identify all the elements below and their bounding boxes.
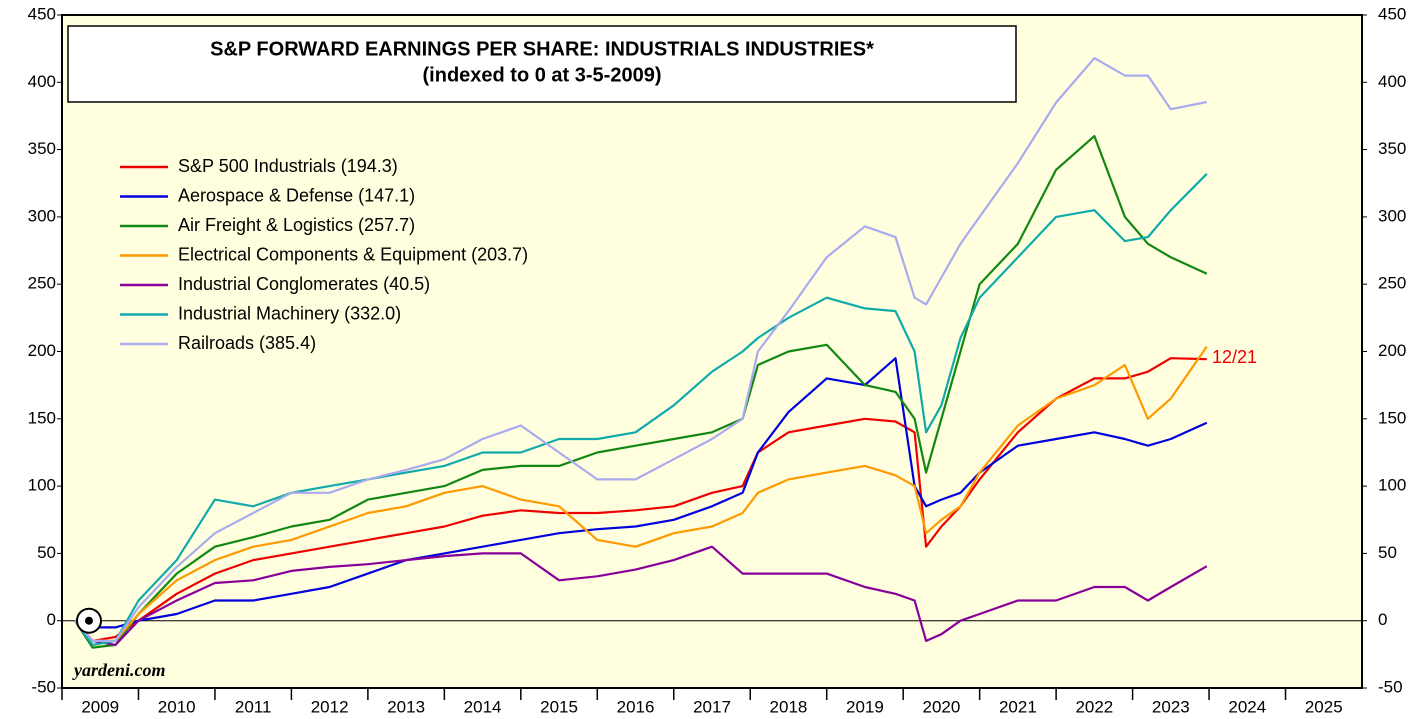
x-tick-label: 2015 (540, 697, 578, 716)
y-tick-label: 0 (47, 610, 56, 629)
series-line (74, 135, 1208, 649)
y2-tick-label: 0 (1378, 610, 1387, 629)
series-line (74, 357, 1207, 642)
date-annotation: 12/21 (1212, 347, 1257, 367)
title-box (67, 25, 1017, 103)
legend-label: Electrical Components & Equipment (203.7… (178, 244, 528, 264)
x-tick-label: 2018 (770, 697, 808, 716)
legend-label: S&P 500 Industrials (194.3) (178, 156, 398, 176)
x-tick-label: 2010 (158, 697, 196, 716)
y-tick-label: 50 (37, 543, 56, 562)
x-tick-label: 2017 (693, 697, 731, 716)
x-tick-label: 2012 (311, 697, 349, 716)
x-tick-label: 2022 (1075, 697, 1113, 716)
y-tick-label: 200 (28, 341, 56, 360)
y2-tick-label: 250 (1378, 274, 1406, 293)
x-tick-label: 2020 (922, 697, 960, 716)
y2-tick-label: 100 (1378, 476, 1406, 495)
y2-tick-label: 150 (1378, 408, 1406, 427)
chart-subtitle: (indexed to 0 at 3-5-2009) (423, 64, 662, 86)
x-tick-label: 2025 (1305, 697, 1343, 716)
y2-tick-label: 50 (1378, 543, 1397, 562)
y-tick-label: 100 (28, 476, 56, 495)
legend-label: Industrial Machinery (332.0) (178, 303, 401, 323)
y2-tick-label: 450 (1378, 4, 1406, 23)
y-tick-label: -50 (31, 677, 56, 696)
source: yardeni.com (72, 660, 166, 680)
legend-label: Air Freight & Logistics (257.7) (178, 215, 415, 235)
x-tick-label: 2023 (1152, 697, 1190, 716)
y-tick-label: 350 (28, 139, 56, 158)
y-tick-label: 250 (28, 274, 56, 293)
plot-area (61, 14, 1363, 689)
x-tick-label: 2019 (846, 697, 884, 716)
y-tick-label: 400 (28, 72, 56, 91)
x-tick-label: 2013 (387, 697, 425, 716)
series-line (74, 173, 1208, 646)
y-tick-label: 450 (28, 4, 56, 23)
x-tick-label: 2021 (999, 697, 1037, 716)
series-line (74, 345, 1208, 642)
x-tick-label: 2024 (1228, 697, 1266, 716)
y2-tick-label: 300 (1378, 206, 1406, 225)
x-tick-label: 2014 (464, 697, 502, 716)
series-line (74, 57, 1208, 642)
y2-tick-label: -50 (1378, 677, 1403, 696)
legend-label: Railroads (385.4) (178, 333, 316, 353)
y-tick-label: 150 (28, 408, 56, 427)
legend-label: Aerospace & Defense (147.1) (178, 185, 415, 205)
x-tick-label: 2011 (235, 697, 272, 716)
series-line (74, 545, 1208, 646)
x-tick-label: 2009 (81, 697, 119, 716)
y2-tick-label: 400 (1378, 72, 1406, 91)
legend-label: Industrial Conglomerates (40.5) (178, 274, 430, 294)
origin-dot (85, 616, 93, 625)
y-tick-label: 300 (28, 206, 56, 225)
chart-title: S&P FORWARD EARNINGS PER SHARE: INDUSTRI… (210, 38, 874, 60)
x-tick-label: 2016 (617, 697, 655, 716)
y2-tick-label: 350 (1378, 139, 1406, 158)
series-line (74, 357, 1208, 629)
y2-tick-label: 200 (1378, 341, 1406, 360)
